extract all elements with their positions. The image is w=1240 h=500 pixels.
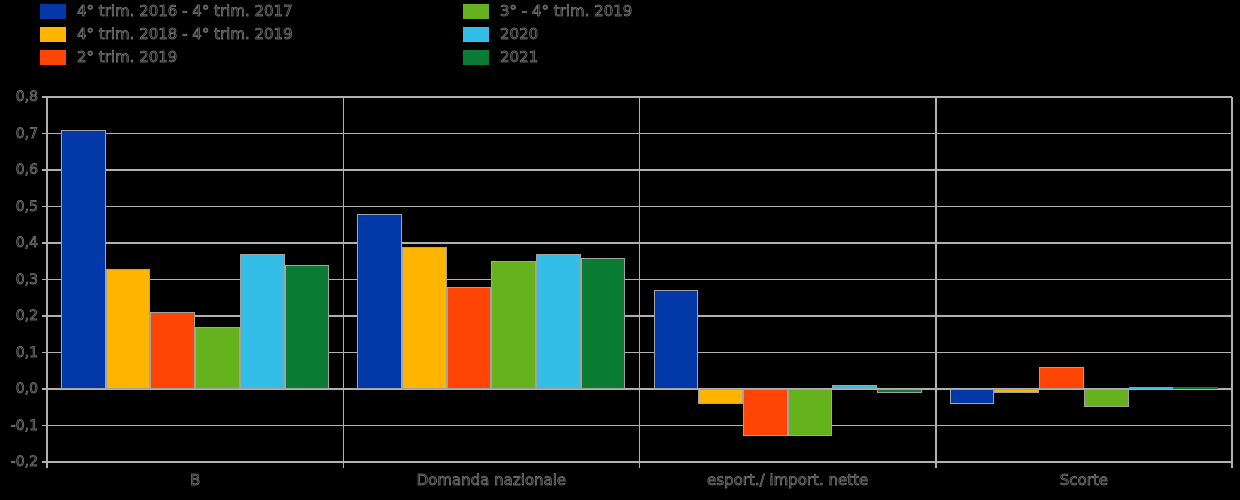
y-tick-label: 0,6 xyxy=(15,162,38,178)
category-label: B xyxy=(189,471,201,489)
bar xyxy=(105,268,151,389)
bar xyxy=(698,389,743,404)
y-tick-label: -0,1 xyxy=(10,417,38,434)
legend-label: 4° trim. 2018 - 4° trim. 2019 xyxy=(77,25,293,44)
bar xyxy=(491,261,537,389)
category-label: Domanda nazionale xyxy=(416,471,567,489)
y-tick-label: 0,7 xyxy=(15,125,38,142)
legend-label: 2020 xyxy=(500,25,539,44)
panel-separator xyxy=(638,97,641,462)
category-label: Scorte xyxy=(1059,471,1108,489)
y-axis-tick xyxy=(42,461,47,463)
y-tick-label: 0,2 xyxy=(15,308,38,324)
y-tick-label: 0,0 xyxy=(15,381,38,397)
panel-separator xyxy=(935,97,937,462)
y-axis-tick xyxy=(42,424,47,427)
bar xyxy=(742,389,788,437)
panel-separator xyxy=(342,97,344,462)
x-axis-tick xyxy=(1231,462,1233,468)
bar xyxy=(284,264,330,389)
bar xyxy=(357,213,402,389)
y-tick-label: 0,4 xyxy=(15,235,38,251)
legend-label: 4° trim. 2016 - 4° trim. 2017 xyxy=(77,2,293,21)
bar xyxy=(401,246,447,389)
bar xyxy=(787,389,833,437)
legend-swatch xyxy=(40,27,66,42)
bar xyxy=(1128,387,1174,389)
y-axis-tick xyxy=(42,169,47,171)
y-axis-tick xyxy=(42,315,47,317)
x-axis-tick xyxy=(342,462,344,468)
bar xyxy=(61,129,106,389)
y-axis-tick xyxy=(42,242,47,244)
y-tick-label: 0,1 xyxy=(15,344,38,361)
bar xyxy=(195,326,240,389)
bar xyxy=(239,253,285,389)
bar xyxy=(536,253,581,389)
y-axis-tick xyxy=(42,388,47,390)
bar xyxy=(832,385,878,389)
bar xyxy=(150,312,196,389)
legend-label: 2° trim. 2019 xyxy=(77,48,178,67)
bar xyxy=(1039,367,1084,389)
bar xyxy=(877,389,922,393)
category-label: esport./ import. nette xyxy=(707,471,869,489)
y-tick-label: 0,5 xyxy=(15,198,38,215)
bar xyxy=(949,389,995,404)
panel-separator xyxy=(1231,97,1233,462)
bar xyxy=(1173,387,1218,389)
legend-swatch xyxy=(463,4,489,19)
bar xyxy=(446,286,492,389)
y-axis-tick xyxy=(42,278,47,281)
x-axis-tick xyxy=(46,462,48,468)
bar xyxy=(994,389,1040,393)
y-axis-tick xyxy=(42,96,47,98)
panel-separator xyxy=(46,97,48,462)
legend-swatch xyxy=(40,4,66,19)
legend-label: 3° - 4° trim. 2019 xyxy=(500,2,633,21)
legend-label: 2021 xyxy=(500,48,539,67)
legend-swatch xyxy=(463,27,489,42)
legend-swatch xyxy=(463,50,489,65)
y-axis-tick xyxy=(42,132,47,135)
y-tick-label: 0,3 xyxy=(15,271,38,288)
bar xyxy=(1083,389,1129,408)
y-tick-label: 0,8 xyxy=(15,89,38,105)
bar xyxy=(653,290,699,389)
bar xyxy=(580,257,626,389)
y-axis-tick xyxy=(42,351,47,354)
y-axis-tick xyxy=(42,205,47,208)
legend-swatch xyxy=(40,50,66,65)
y-tick-label: -0,2 xyxy=(10,454,38,470)
x-axis-tick xyxy=(638,462,641,468)
x-axis-tick xyxy=(935,462,937,468)
